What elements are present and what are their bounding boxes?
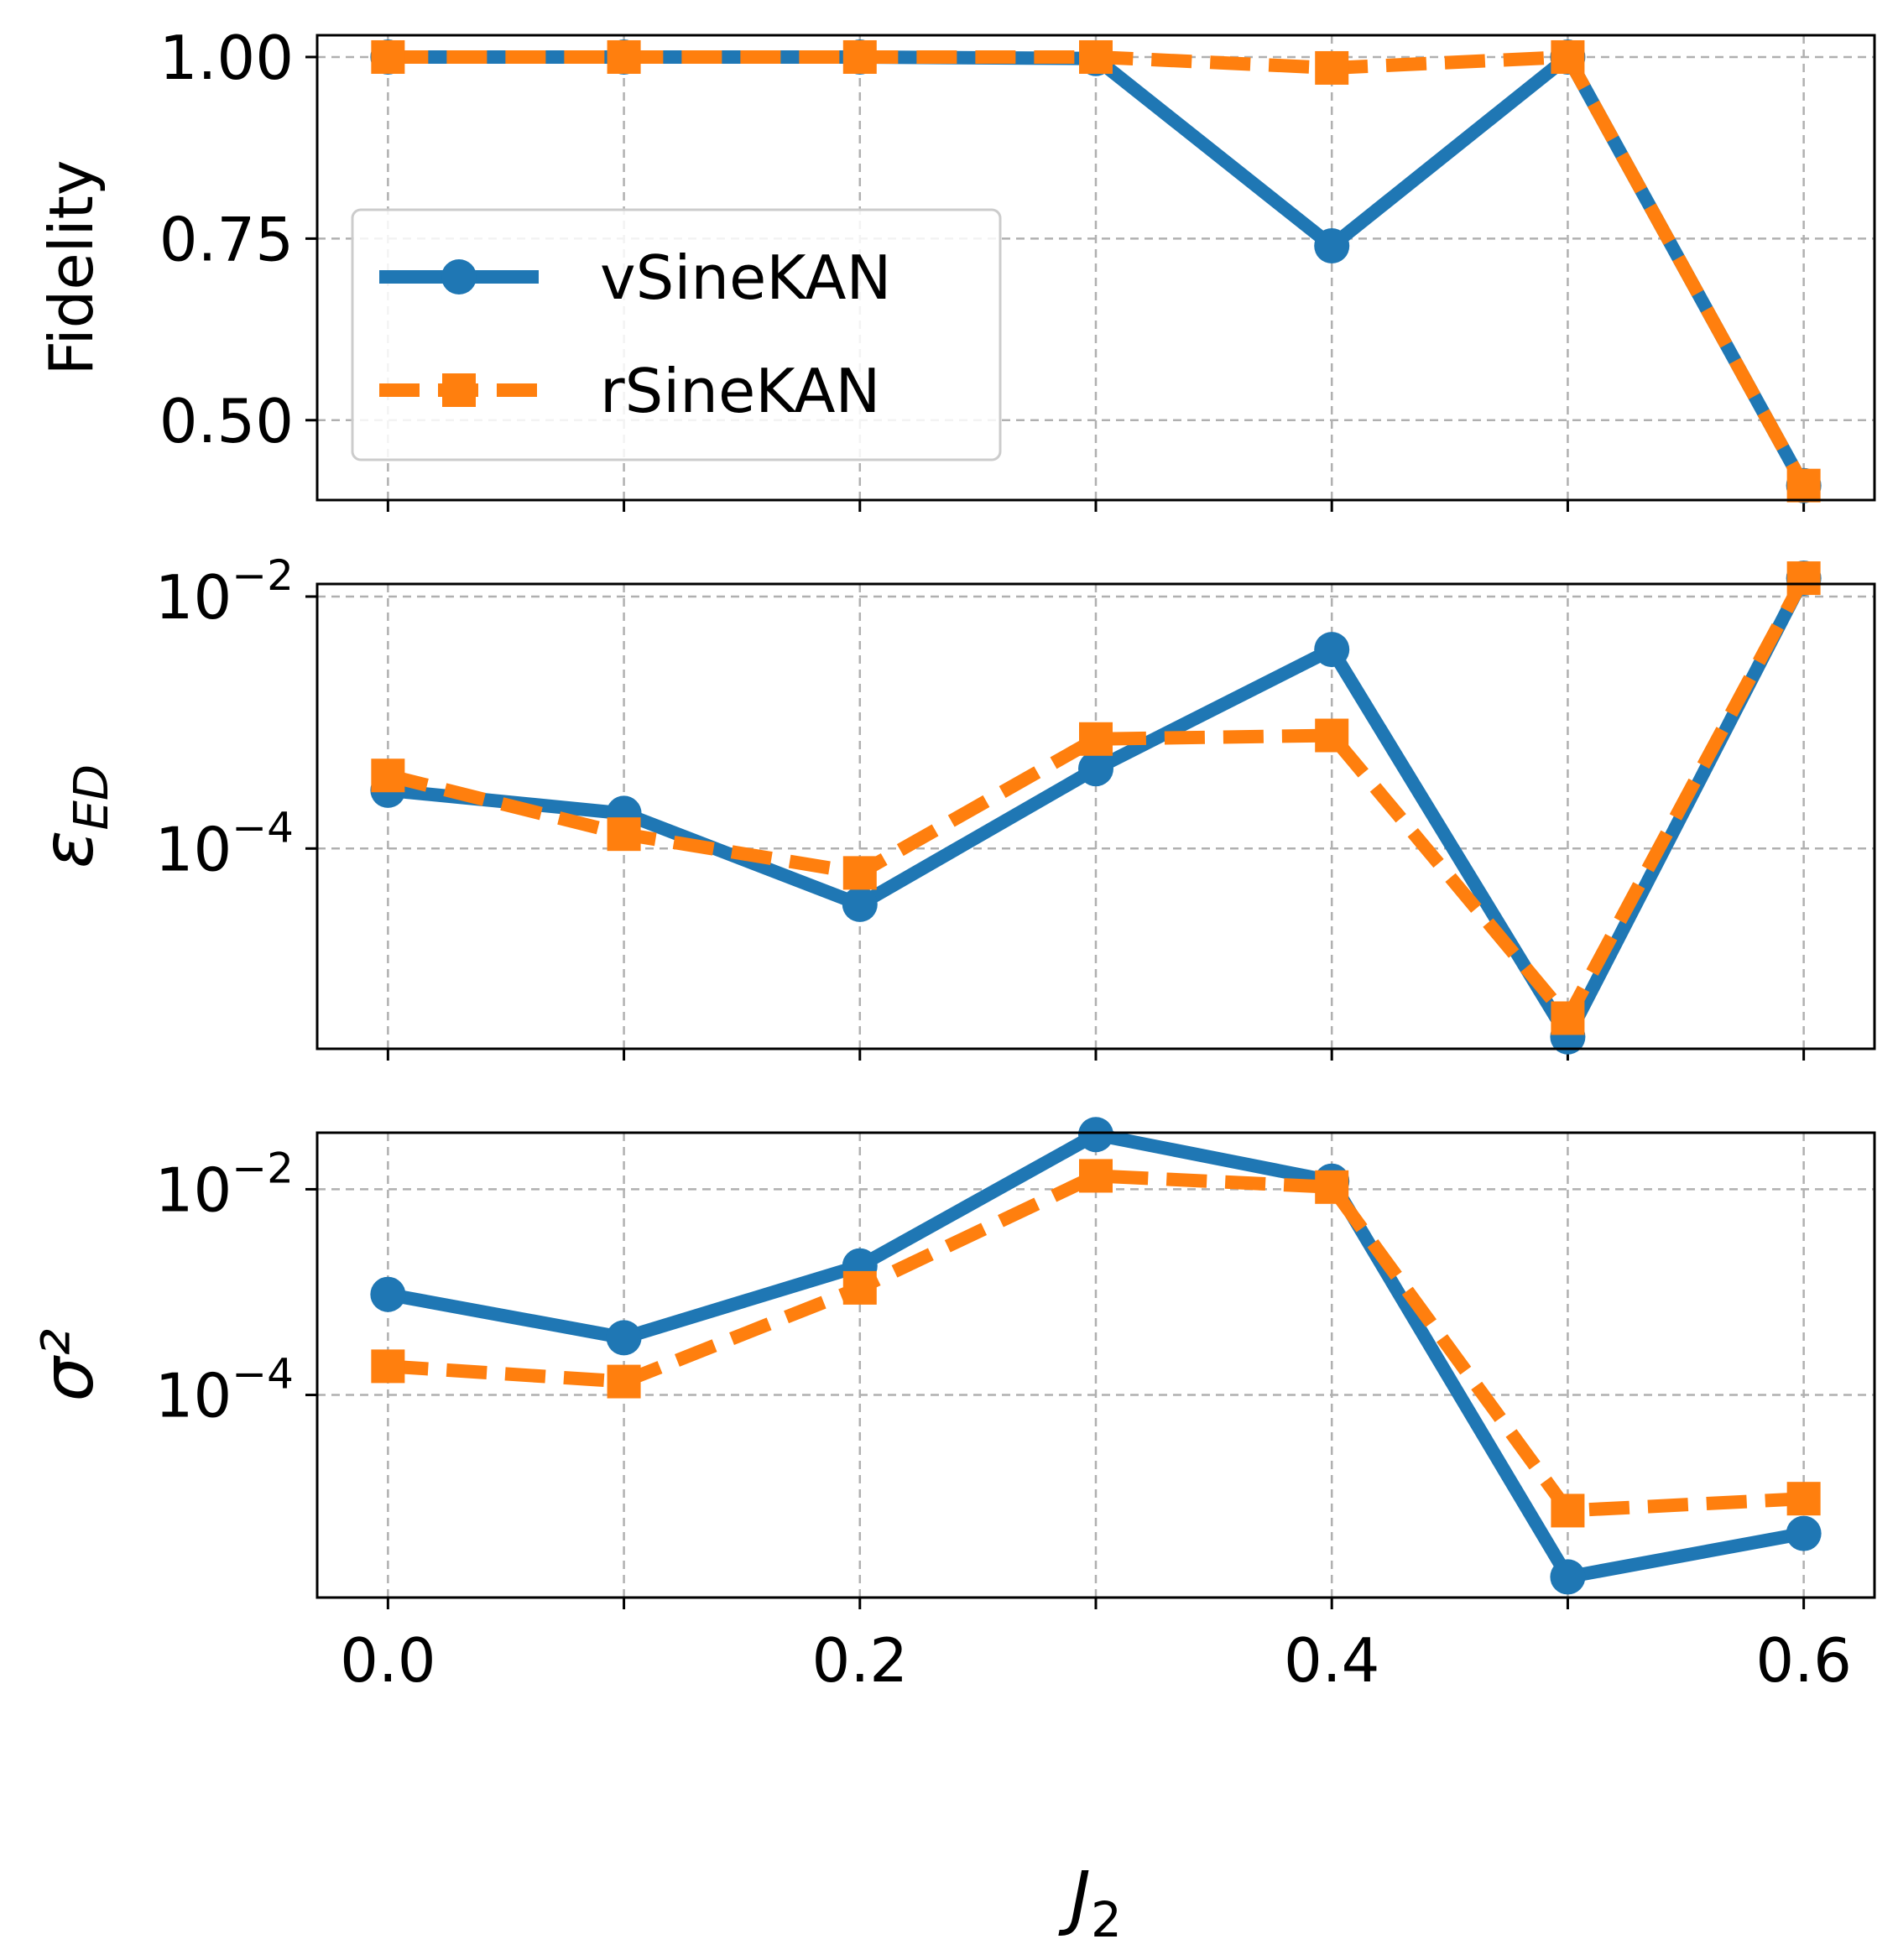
y-axis-label: Fidelity <box>36 159 107 375</box>
y-tick-label: 1.00 <box>159 23 294 93</box>
marker-rSineKAN <box>1079 39 1113 74</box>
y-tick-label: 10−2 <box>155 551 294 633</box>
marker-rSineKAN <box>1079 722 1113 756</box>
axes-frame <box>315 34 1876 502</box>
marker-rSineKAN <box>1315 1170 1349 1204</box>
marker-rSineKAN <box>1786 468 1821 503</box>
marker-rSineKAN <box>1079 1159 1113 1193</box>
axes-frame <box>315 1131 1876 1599</box>
marker-rSineKAN <box>842 1270 877 1305</box>
marker-rSineKAN <box>1551 1001 1585 1035</box>
marker-rSineKAN <box>371 758 405 793</box>
marker-rSineKAN <box>371 1349 405 1384</box>
panel-middle: 10−2 10−4 εED <box>27 551 1876 1061</box>
marker-vSineKAN <box>1314 228 1350 264</box>
panel-top: 1.00 0.75 0.50 Fidelity <box>36 23 1876 512</box>
marker-vSineKAN <box>1786 1515 1822 1551</box>
marker-rSineKAN <box>1786 561 1821 596</box>
x-axis: 0.0 0.2 0.4 0.6 J2 <box>340 1625 1852 1948</box>
marker-vSineKAN <box>1078 751 1113 787</box>
axes-frame <box>315 582 1876 1050</box>
marker-rSineKAN <box>842 856 877 890</box>
y-axis-label: σ² <box>27 1329 109 1402</box>
marker-vSineKAN <box>842 886 878 922</box>
legend-marker-rSineKAN <box>442 373 476 407</box>
y-axis-label: εED <box>27 764 119 868</box>
legend-marker-vSineKAN <box>441 259 477 295</box>
legend-label: rSineKAN <box>600 356 880 426</box>
x-axis-label: J2 <box>1058 1856 1122 1948</box>
marker-rSineKAN <box>607 39 641 74</box>
x-tick-label: 0.4 <box>1284 1625 1380 1696</box>
legend: vSineKAN rSineKAN <box>351 208 1002 461</box>
marker-vSineKAN <box>1314 632 1350 668</box>
panel-bottom: 10−2 10−4 σ² <box>27 1117 1876 1609</box>
marker-vSineKAN <box>1078 1117 1113 1153</box>
marker-rSineKAN <box>1786 1482 1821 1516</box>
x-tick-label: 0.2 <box>812 1625 909 1696</box>
marker-rSineKAN <box>371 39 405 74</box>
y-tick-label: 0.50 <box>159 386 294 456</box>
marker-rSineKAN <box>1315 718 1349 753</box>
marker-rSineKAN <box>1551 39 1585 74</box>
marker-rSineKAN <box>1551 1493 1585 1528</box>
legend-label: vSineKAN <box>600 242 891 313</box>
x-tick-label: 0.0 <box>340 1625 436 1696</box>
marker-rSineKAN <box>1315 50 1349 85</box>
marker-vSineKAN <box>606 1320 642 1356</box>
marker-rSineKAN <box>842 39 877 74</box>
marker-rSineKAN <box>607 1364 641 1399</box>
y-tick-label: 10−4 <box>155 1350 294 1431</box>
x-tick-label: 0.6 <box>1755 1625 1852 1696</box>
marker-vSineKAN <box>1550 1559 1586 1595</box>
y-tick-label: 10−4 <box>155 803 294 884</box>
marker-rSineKAN <box>607 817 641 852</box>
marker-vSineKAN <box>370 1276 406 1312</box>
y-tick-label: 0.75 <box>159 204 294 274</box>
y-tick-label: 10−2 <box>155 1144 294 1225</box>
